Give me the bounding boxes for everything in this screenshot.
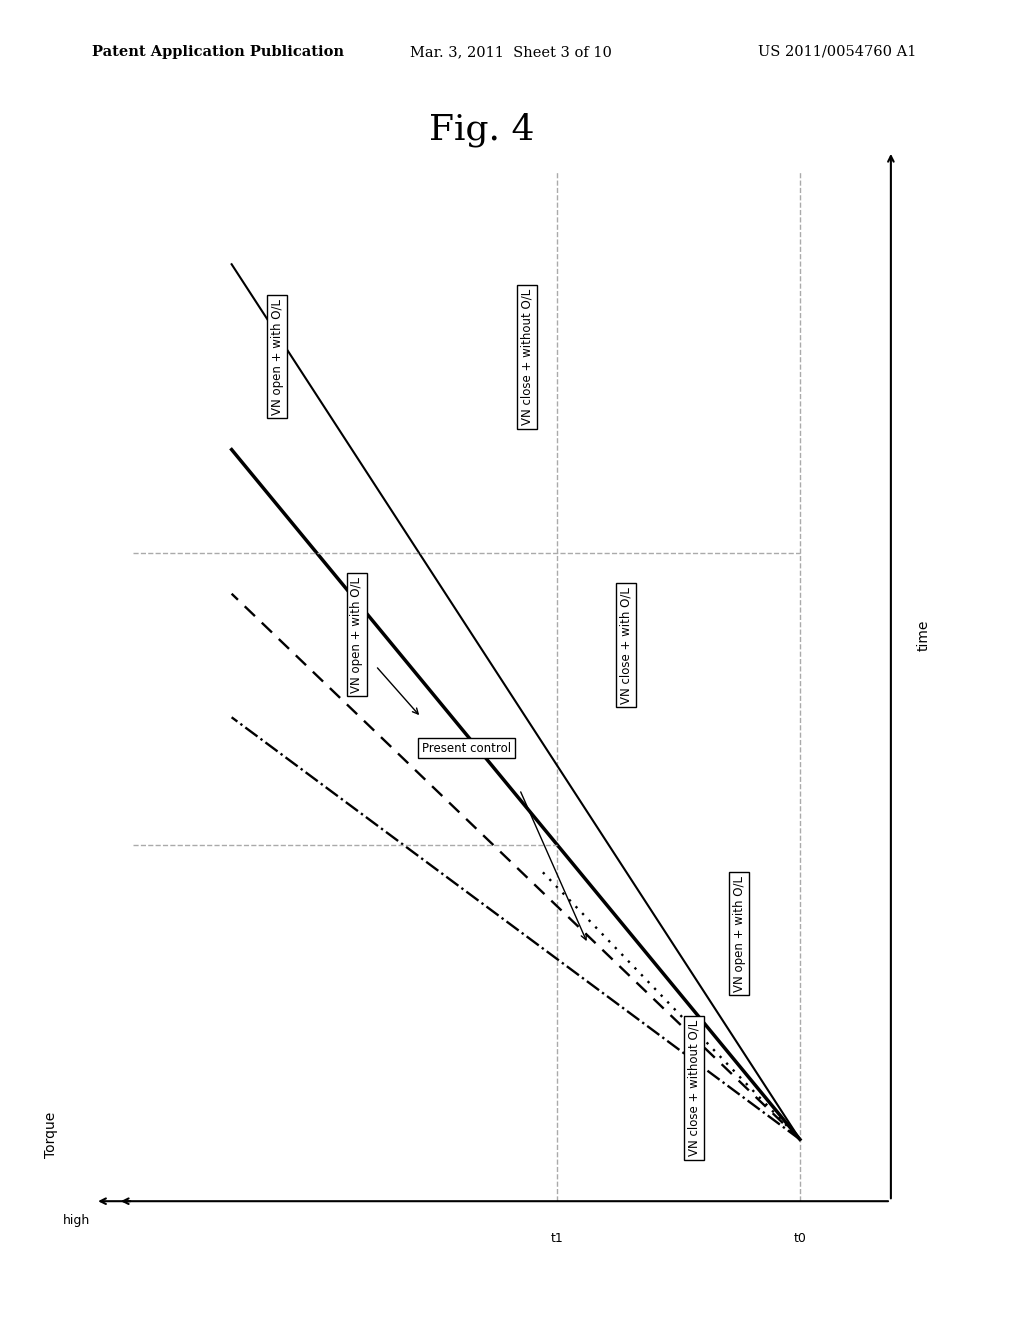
Text: Patent Application Publication: Patent Application Publication [92,45,344,59]
Text: VN close + without O/L: VN close + without O/L [520,289,534,425]
Text: VN open + with O/L: VN open + with O/L [350,577,364,693]
Text: Torque: Torque [44,1111,58,1159]
Text: VN close + without O/L: VN close + without O/L [687,1020,700,1156]
Text: Mar. 3, 2011  Sheet 3 of 10: Mar. 3, 2011 Sheet 3 of 10 [410,45,611,59]
Text: US 2011/0054760 A1: US 2011/0054760 A1 [758,45,916,59]
Text: t1: t1 [551,1232,564,1245]
Text: high: high [63,1214,90,1228]
Text: Fig. 4: Fig. 4 [428,112,535,147]
Text: t0: t0 [794,1232,806,1245]
Text: VN open + with O/L: VN open + with O/L [733,875,745,991]
Text: VN close + with O/L: VN close + with O/L [620,587,632,704]
Text: VN open + with O/L: VN open + with O/L [270,298,284,414]
Text: Present control: Present control [422,742,511,755]
Text: time: time [916,619,931,651]
